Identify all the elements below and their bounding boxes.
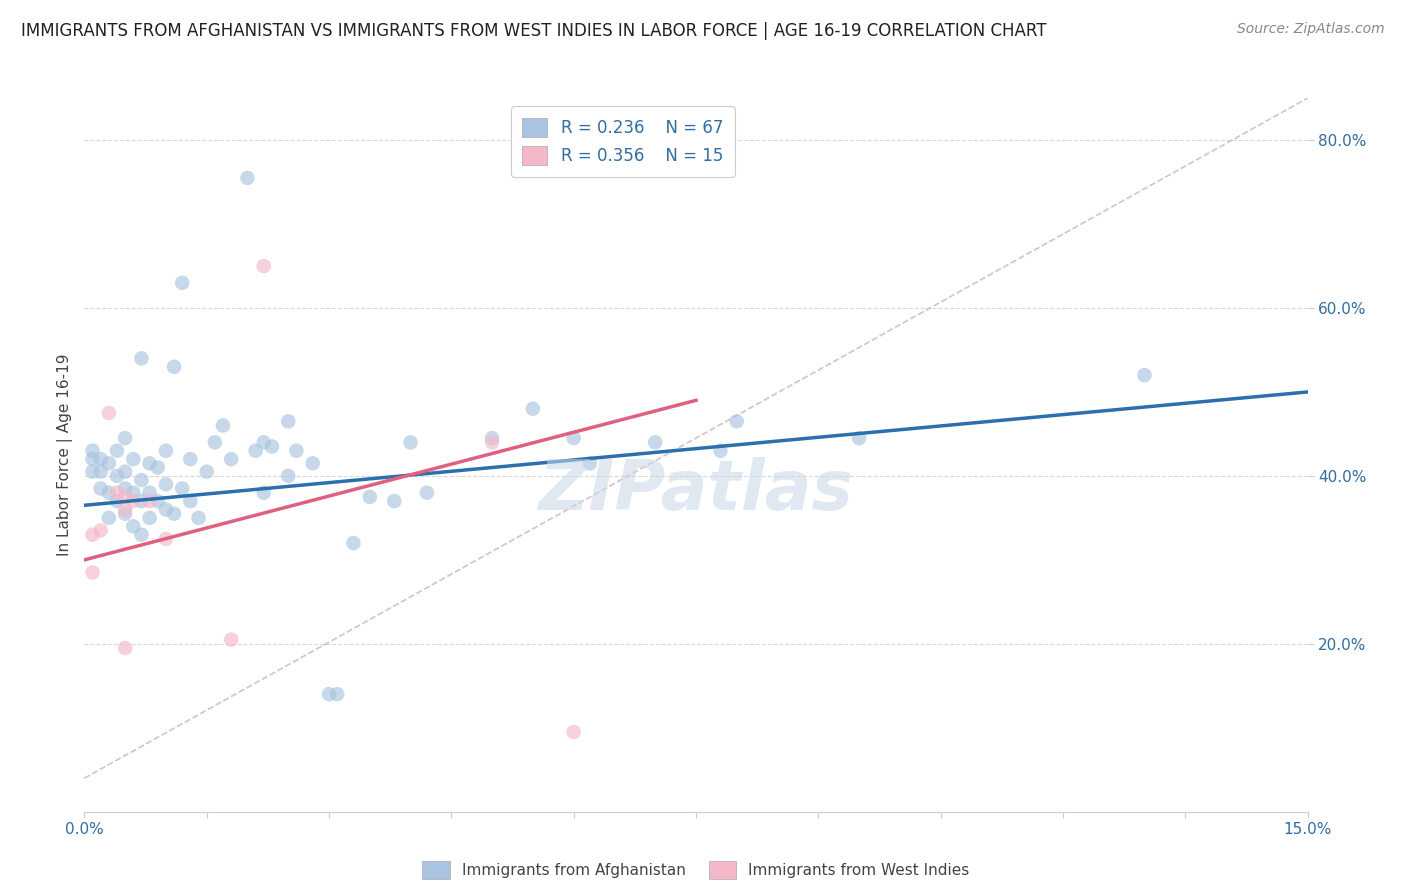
Point — [481, 431, 503, 445]
Point — [644, 435, 666, 450]
Point — [97, 511, 120, 525]
Point — [277, 469, 299, 483]
Point — [155, 443, 177, 458]
Point — [82, 443, 104, 458]
Point — [138, 511, 160, 525]
Point — [90, 452, 112, 467]
Point — [90, 524, 112, 538]
Point — [285, 443, 308, 458]
Point — [245, 443, 267, 458]
Point — [105, 485, 128, 500]
Point — [82, 566, 104, 580]
Point — [342, 536, 364, 550]
Point — [416, 485, 439, 500]
Point — [1133, 368, 1156, 383]
Point — [131, 473, 153, 487]
Point — [709, 443, 731, 458]
Point — [105, 469, 128, 483]
Point — [97, 485, 120, 500]
Point — [187, 511, 209, 525]
Point — [326, 687, 349, 701]
Point — [114, 482, 136, 496]
Point — [131, 494, 153, 508]
Point — [204, 435, 226, 450]
Point — [179, 494, 201, 508]
Point — [105, 443, 128, 458]
Point — [359, 490, 381, 504]
Point — [114, 431, 136, 445]
Point — [195, 465, 218, 479]
Point — [114, 507, 136, 521]
Point — [131, 351, 153, 366]
Point — [82, 527, 104, 541]
Point — [253, 435, 276, 450]
Y-axis label: In Labor Force | Age 16-19: In Labor Force | Age 16-19 — [58, 353, 73, 557]
Point — [122, 485, 145, 500]
Point — [253, 485, 276, 500]
Point — [82, 452, 104, 467]
Point — [131, 527, 153, 541]
Point — [114, 640, 136, 655]
Point — [138, 485, 160, 500]
Point — [212, 418, 235, 433]
Point — [114, 502, 136, 516]
Point — [399, 435, 422, 450]
Text: Source: ZipAtlas.com: Source: ZipAtlas.com — [1237, 22, 1385, 37]
Point — [179, 452, 201, 467]
Point — [253, 259, 276, 273]
Point — [219, 452, 242, 467]
Point — [163, 507, 186, 521]
Point — [114, 490, 136, 504]
Text: IMMIGRANTS FROM AFGHANISTAN VS IMMIGRANTS FROM WEST INDIES IN LABOR FORCE | AGE : IMMIGRANTS FROM AFGHANISTAN VS IMMIGRANT… — [21, 22, 1046, 40]
Point — [122, 452, 145, 467]
Point — [382, 494, 405, 508]
Point — [848, 431, 870, 445]
Point — [114, 465, 136, 479]
Point — [155, 477, 177, 491]
Point — [579, 456, 602, 470]
Point — [481, 435, 503, 450]
Point — [172, 482, 194, 496]
Point — [163, 359, 186, 374]
Point — [138, 494, 160, 508]
Point — [155, 532, 177, 546]
Point — [122, 519, 145, 533]
Point — [236, 170, 259, 185]
Point — [82, 465, 104, 479]
Point — [146, 460, 169, 475]
Point — [301, 456, 323, 470]
Point — [277, 414, 299, 428]
Point — [155, 502, 177, 516]
Point — [219, 632, 242, 647]
Point — [725, 414, 748, 428]
Point — [172, 276, 194, 290]
Text: ZIPatlas: ZIPatlas — [538, 457, 853, 524]
Legend: Immigrants from Afghanistan, Immigrants from West Indies: Immigrants from Afghanistan, Immigrants … — [415, 854, 977, 886]
Point — [522, 401, 544, 416]
Point — [562, 725, 585, 739]
Point — [105, 494, 128, 508]
Point — [90, 465, 112, 479]
Point — [122, 494, 145, 508]
Point — [146, 494, 169, 508]
Point — [562, 431, 585, 445]
Point — [260, 440, 283, 454]
Point — [97, 456, 120, 470]
Point — [90, 482, 112, 496]
Point — [138, 456, 160, 470]
Point — [97, 406, 120, 420]
Point — [318, 687, 340, 701]
